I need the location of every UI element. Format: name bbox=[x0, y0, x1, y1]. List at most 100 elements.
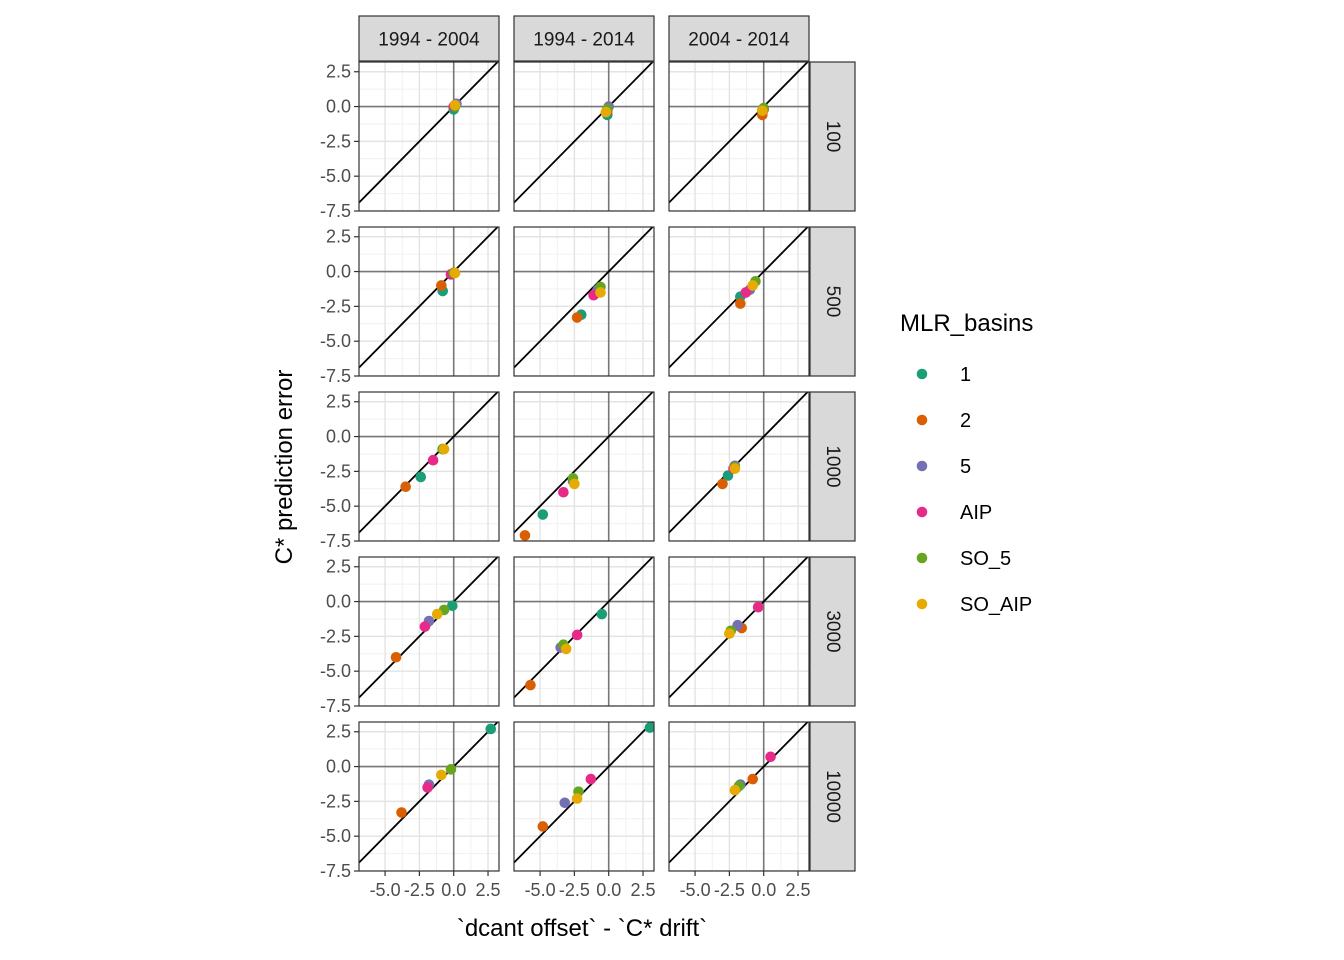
panel-border bbox=[513, 556, 655, 707]
panel-background bbox=[359, 557, 499, 706]
panel-background bbox=[359, 722, 499, 871]
data-point bbox=[729, 784, 741, 796]
data-point bbox=[724, 628, 735, 639]
data-point bbox=[485, 723, 497, 735]
facet-panel bbox=[668, 61, 810, 212]
row-strip bbox=[809, 61, 856, 212]
legend-label: AIP bbox=[960, 502, 992, 524]
panel-border bbox=[358, 61, 500, 212]
panel-plot-area bbox=[669, 722, 809, 871]
legend-key bbox=[916, 460, 928, 472]
y-tick-label: -2.5 bbox=[320, 791, 351, 811]
data-point bbox=[436, 280, 447, 291]
y-tick-label: -2.5 bbox=[320, 626, 351, 646]
legend-key bbox=[916, 414, 928, 426]
facet-panel bbox=[358, 721, 500, 872]
data-point bbox=[644, 722, 654, 733]
y-tick-label: 0.0 bbox=[326, 757, 351, 777]
y-tick-label: 0.0 bbox=[326, 592, 351, 612]
row-strip-label: 100 bbox=[822, 121, 843, 153]
data-point bbox=[559, 797, 571, 809]
row-strip-label: 10000 bbox=[822, 770, 843, 823]
panel-background bbox=[514, 722, 654, 871]
y-tick-label: 2.5 bbox=[326, 227, 351, 247]
data-point bbox=[560, 643, 572, 655]
data-point bbox=[757, 105, 768, 117]
column-strip-label: 1994 - 2014 bbox=[533, 30, 635, 51]
identity-line bbox=[669, 722, 809, 864]
data-point bbox=[747, 280, 759, 291]
row-strip-label: 500 bbox=[822, 286, 843, 318]
data-point bbox=[449, 267, 461, 279]
facet-panel bbox=[358, 61, 500, 212]
y-tick-label: 2.5 bbox=[326, 722, 351, 742]
panel-background bbox=[514, 227, 654, 376]
panel-border bbox=[668, 226, 810, 377]
facet-panel bbox=[668, 226, 810, 377]
x-tick-label: 2.5 bbox=[476, 880, 501, 900]
row-strip-label: 3000 bbox=[822, 610, 843, 652]
y-tick-label: 0.0 bbox=[326, 262, 351, 282]
data-point bbox=[415, 471, 427, 483]
data-point bbox=[600, 106, 612, 118]
facet-panel bbox=[668, 556, 810, 707]
data-point bbox=[525, 679, 536, 691]
data-point bbox=[571, 312, 583, 323]
data-point bbox=[558, 486, 569, 498]
x-tick-label: -5.0 bbox=[370, 880, 401, 900]
y-tick-label: 2.5 bbox=[326, 392, 351, 412]
legend-key bbox=[916, 552, 928, 564]
data-point bbox=[585, 773, 597, 785]
panel-background bbox=[514, 62, 654, 211]
row-strip bbox=[809, 226, 856, 377]
data-point bbox=[596, 608, 608, 620]
y-tick-label: -5.0 bbox=[320, 166, 351, 186]
identity-line bbox=[359, 392, 499, 534]
y-tick-label: -7.5 bbox=[320, 366, 351, 386]
panel-border bbox=[668, 391, 810, 542]
facet-strips: 1994 - 2004 1994 - 2014 2004 - 2014 100 500 1… bbox=[358, 15, 856, 872]
panel-border bbox=[358, 721, 500, 872]
data-point bbox=[740, 287, 752, 298]
identity-line bbox=[359, 722, 499, 864]
x-tick-label: 2.5 bbox=[631, 880, 656, 900]
panel-border bbox=[513, 721, 655, 872]
panel-plot-area bbox=[359, 392, 499, 541]
y-tick-label: -7.5 bbox=[320, 861, 351, 881]
x-tick-label: -5.0 bbox=[525, 880, 556, 900]
data-point bbox=[717, 478, 728, 490]
data-point bbox=[422, 782, 433, 793]
x-tick-label: 2.5 bbox=[786, 880, 811, 900]
panel-plot-area bbox=[359, 62, 499, 211]
x-tick-label: -5.0 bbox=[680, 880, 711, 900]
y-tick-label: -5.0 bbox=[320, 496, 351, 516]
panel-plot-area bbox=[359, 227, 499, 376]
facet-panel bbox=[513, 721, 655, 872]
y-axis-title: C* prediction error bbox=[271, 370, 298, 565]
legend-label: 2 bbox=[960, 410, 971, 432]
panel-border bbox=[513, 61, 655, 212]
column-strip-label: 1994 - 2004 bbox=[378, 30, 480, 51]
y-tick-label: -2.5 bbox=[320, 461, 351, 481]
x-tick-label: -2.5 bbox=[404, 880, 435, 900]
facet-panel bbox=[358, 391, 500, 542]
identity-line bbox=[514, 227, 654, 369]
axes: 2.50.0-2.5-5.0-7.52.50.0-2.5-5.0-7.52.50… bbox=[320, 62, 811, 900]
legend: MLR_basins 1 2 5 AIP SO_5 SO_AIP bbox=[900, 310, 1033, 616]
x-axis-title: `dcant offset` - `C* drift` bbox=[457, 915, 707, 942]
y-tick-label: -7.5 bbox=[320, 531, 351, 551]
data-point bbox=[571, 793, 583, 804]
data-point bbox=[537, 821, 549, 832]
panel-background bbox=[514, 557, 654, 706]
panel-background bbox=[359, 62, 499, 211]
identity-line bbox=[359, 62, 499, 204]
y-tick-label: 2.5 bbox=[326, 557, 351, 577]
data-point bbox=[747, 773, 759, 785]
facet-panel bbox=[513, 556, 655, 707]
identity-line bbox=[514, 392, 654, 534]
y-tick-label: -7.5 bbox=[320, 201, 351, 221]
row-strip bbox=[809, 721, 856, 872]
data-point bbox=[571, 629, 583, 641]
facet-panel bbox=[668, 391, 810, 542]
identity-line bbox=[359, 227, 499, 369]
